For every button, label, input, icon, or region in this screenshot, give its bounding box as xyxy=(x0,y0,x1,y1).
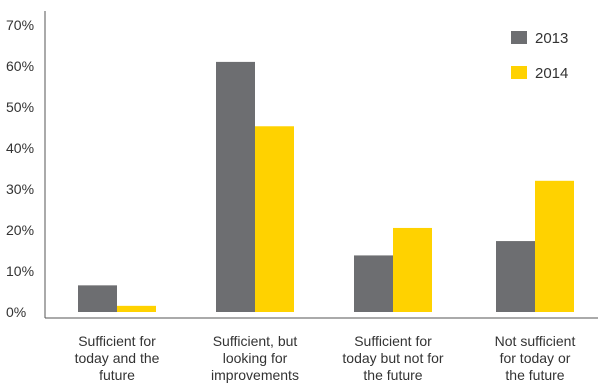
x-category-label: Sufficient for today and the future xyxy=(75,333,160,383)
axes: 0% 10% 20% 30% 40% 50% 60% 70% xyxy=(6,11,598,320)
y-tick-label: 0% xyxy=(6,304,26,320)
bar-2014 xyxy=(255,126,294,313)
legend-swatch-2013 xyxy=(511,31,527,44)
y-tick-label: 40% xyxy=(6,140,34,156)
y-tick-label: 30% xyxy=(6,181,34,197)
category-labels: Sufficient for today and the future Suffici… xyxy=(75,333,576,383)
legend-label-2014: 2014 xyxy=(535,65,568,82)
x-category-label: Not sufficient for today or the future xyxy=(495,333,576,383)
bar-2014 xyxy=(535,180,574,312)
legend: 2013 2014 xyxy=(511,30,568,82)
x-category-label: Sufficient for today but not for the futur… xyxy=(342,333,444,383)
y-tick-label: 10% xyxy=(6,263,34,279)
legend-swatch-2014 xyxy=(511,66,527,79)
bar-2013 xyxy=(354,255,393,312)
bar-2013 xyxy=(496,241,535,312)
y-tick-label: 50% xyxy=(6,99,34,115)
bar-2014 xyxy=(393,227,432,312)
bar-2013 xyxy=(216,61,255,313)
legend-label-2013: 2013 xyxy=(535,30,568,47)
bar-2013 xyxy=(78,285,117,312)
bar-2014 xyxy=(117,305,156,312)
bars xyxy=(78,61,574,313)
x-category-label: Sufficient, but looking for improvements xyxy=(211,333,299,383)
y-tick-label: 60% xyxy=(6,58,34,74)
y-tick-label: 70% xyxy=(6,17,34,33)
y-tick-label: 20% xyxy=(6,222,34,238)
